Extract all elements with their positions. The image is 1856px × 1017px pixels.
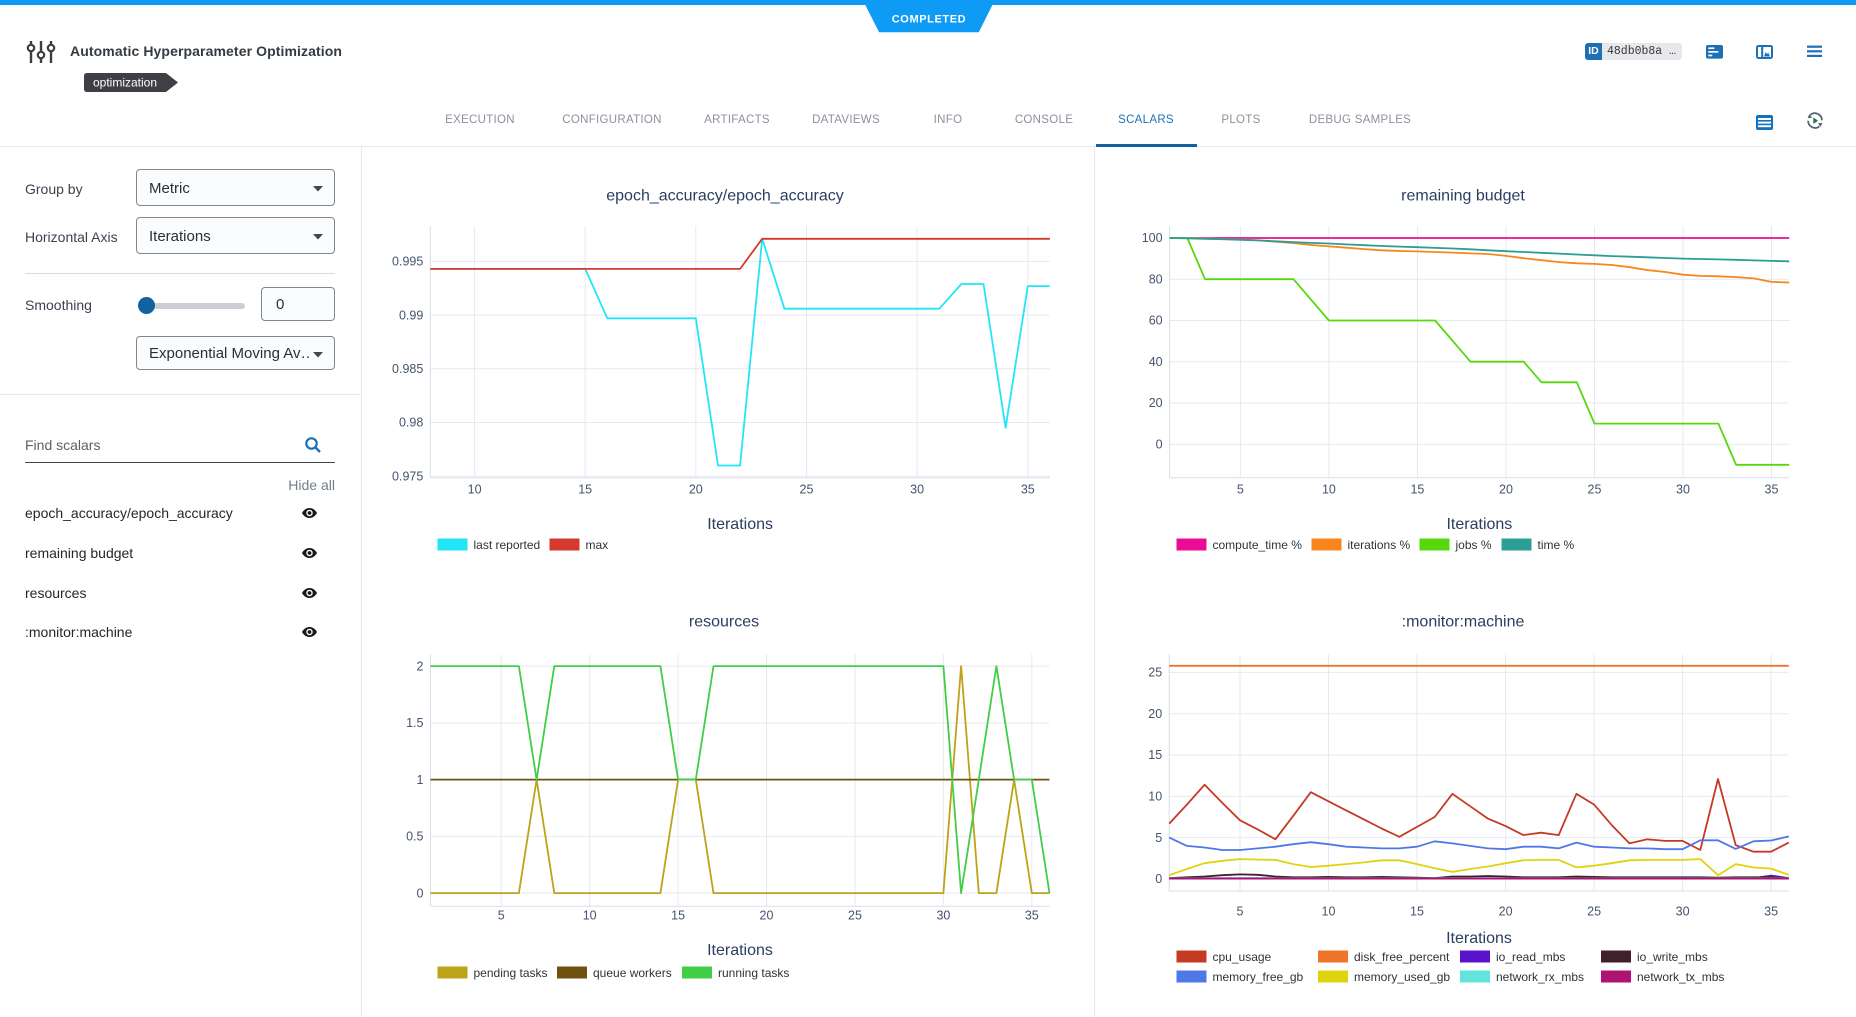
svg-text:5: 5: [1237, 905, 1244, 919]
svg-text:15: 15: [671, 909, 685, 923]
svg-text:30: 30: [1676, 905, 1690, 919]
svg-text:30: 30: [910, 483, 924, 497]
svg-text:Iterations: Iterations: [1446, 516, 1512, 533]
svg-text:20: 20: [1499, 483, 1513, 497]
svg-text:iterations %: iterations %: [1348, 538, 1411, 552]
svg-text:epoch_accuracy/epoch_accuracy: epoch_accuracy/epoch_accuracy: [606, 188, 843, 205]
svg-text:Iterations: Iterations: [1446, 930, 1512, 947]
svg-text:pending tasks: pending tasks: [474, 966, 548, 980]
svg-text:memory_free_gb: memory_free_gb: [1213, 970, 1304, 984]
svg-text:30: 30: [936, 909, 950, 923]
svg-text:network_tx_mbs: network_tx_mbs: [1637, 970, 1724, 984]
svg-text:35: 35: [1021, 483, 1035, 497]
svg-text:25: 25: [1148, 666, 1162, 680]
svg-text:100: 100: [1142, 231, 1163, 245]
svg-text:optimization: optimization: [93, 76, 157, 90]
svg-text:compute_time %: compute_time %: [1213, 538, 1303, 552]
svg-text:15: 15: [1410, 483, 1424, 497]
svg-text:15: 15: [1148, 748, 1162, 762]
svg-text:disk_free_percent: disk_free_percent: [1354, 950, 1450, 964]
svg-text:last reported: last reported: [474, 538, 541, 552]
svg-text:25: 25: [800, 483, 814, 497]
svg-text:COMPLETED: COMPLETED: [892, 14, 966, 26]
svg-text:resources: resources: [689, 614, 759, 631]
svg-text::monitor:machine: :monitor:machine: [1402, 614, 1525, 631]
svg-text:remaining budget: remaining budget: [1401, 188, 1525, 205]
svg-text:0: 0: [1155, 872, 1162, 886]
svg-text:max: max: [586, 538, 609, 552]
svg-text:1.5: 1.5: [406, 716, 423, 730]
svg-text:10: 10: [583, 909, 597, 923]
svg-text:25: 25: [1587, 905, 1601, 919]
svg-text:15: 15: [1410, 905, 1424, 919]
svg-text:35: 35: [1025, 909, 1039, 923]
svg-text:60: 60: [1149, 314, 1163, 328]
svg-text:5: 5: [1155, 831, 1162, 845]
svg-text:memory_used_gb: memory_used_gb: [1354, 970, 1450, 984]
svg-text:io_read_mbs: io_read_mbs: [1496, 950, 1565, 964]
svg-text:0.995: 0.995: [392, 255, 423, 269]
svg-text:5: 5: [498, 909, 505, 923]
svg-text:queue workers: queue workers: [593, 966, 672, 980]
svg-text:io_write_mbs: io_write_mbs: [1637, 950, 1708, 964]
svg-text:1: 1: [417, 773, 424, 787]
svg-text:0.98: 0.98: [399, 416, 423, 430]
svg-text:40: 40: [1149, 355, 1163, 369]
svg-text:running tasks: running tasks: [718, 966, 789, 980]
svg-text:jobs %: jobs %: [1455, 538, 1492, 552]
svg-text:30: 30: [1676, 483, 1690, 497]
svg-text:20: 20: [1148, 707, 1162, 721]
svg-text:20: 20: [689, 483, 703, 497]
svg-text:Iterations: Iterations: [707, 516, 773, 533]
svg-text:time %: time %: [1538, 538, 1575, 552]
svg-text:20: 20: [1149, 396, 1163, 410]
svg-text:0.99: 0.99: [399, 308, 423, 322]
svg-text:0.5: 0.5: [406, 830, 423, 844]
svg-text:10: 10: [1322, 483, 1336, 497]
svg-text:20: 20: [1499, 905, 1513, 919]
svg-text:25: 25: [848, 909, 862, 923]
svg-text:10: 10: [468, 483, 482, 497]
svg-text:Iterations: Iterations: [707, 942, 773, 959]
svg-text:cpu_usage: cpu_usage: [1213, 950, 1272, 964]
svg-text:20: 20: [760, 909, 774, 923]
svg-text:15: 15: [578, 483, 592, 497]
svg-text:0: 0: [1156, 437, 1163, 451]
svg-text:5: 5: [1237, 483, 1244, 497]
svg-text:35: 35: [1765, 483, 1779, 497]
svg-text:10: 10: [1148, 790, 1162, 804]
svg-text:network_rx_mbs: network_rx_mbs: [1496, 970, 1584, 984]
svg-text:80: 80: [1149, 272, 1163, 286]
svg-text:0.975: 0.975: [392, 469, 423, 483]
svg-text:0.985: 0.985: [392, 362, 423, 376]
svg-text:10: 10: [1322, 905, 1336, 919]
svg-text:25: 25: [1588, 483, 1602, 497]
svg-text:2: 2: [417, 659, 424, 673]
svg-text:0: 0: [417, 886, 424, 900]
svg-text:35: 35: [1764, 905, 1778, 919]
